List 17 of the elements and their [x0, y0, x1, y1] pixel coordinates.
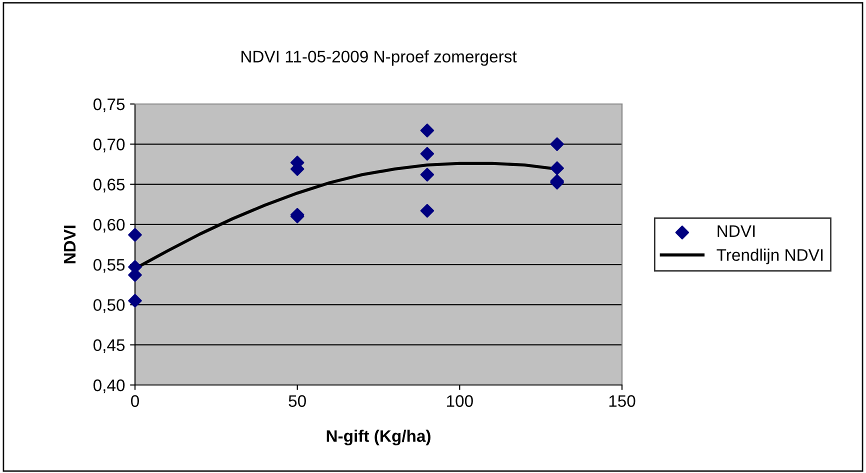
y-tick-label: 0,75 [93, 98, 125, 112]
y-axis-title: NDVI [64, 226, 76, 264]
legend-label: Trendlijn NDVI [716, 248, 823, 264]
y-tick-label: 0,55 [93, 258, 125, 273]
y-tick-label: 0,70 [93, 138, 125, 152]
y-tick-label: 0,40 [93, 379, 125, 394]
y-tick-label: 0,60 [93, 218, 125, 233]
x-axis-title: N-gift (Kg/ha) [326, 430, 430, 446]
x-tick-label: 0 [131, 395, 139, 407]
x-tick-label: 100 [447, 395, 473, 407]
x-tick-label: 50 [288, 395, 306, 407]
y-tick-label: 0,65 [93, 178, 125, 192]
y-tick-label: 0,45 [93, 339, 125, 354]
legend-label: NDVI [718, 225, 755, 237]
chart-title: NDVI 11-05-2009 N-proef zomergerst [242, 50, 517, 66]
x-tick-label: 150 [609, 395, 636, 407]
y-tick-label: 0,50 [93, 299, 125, 313]
